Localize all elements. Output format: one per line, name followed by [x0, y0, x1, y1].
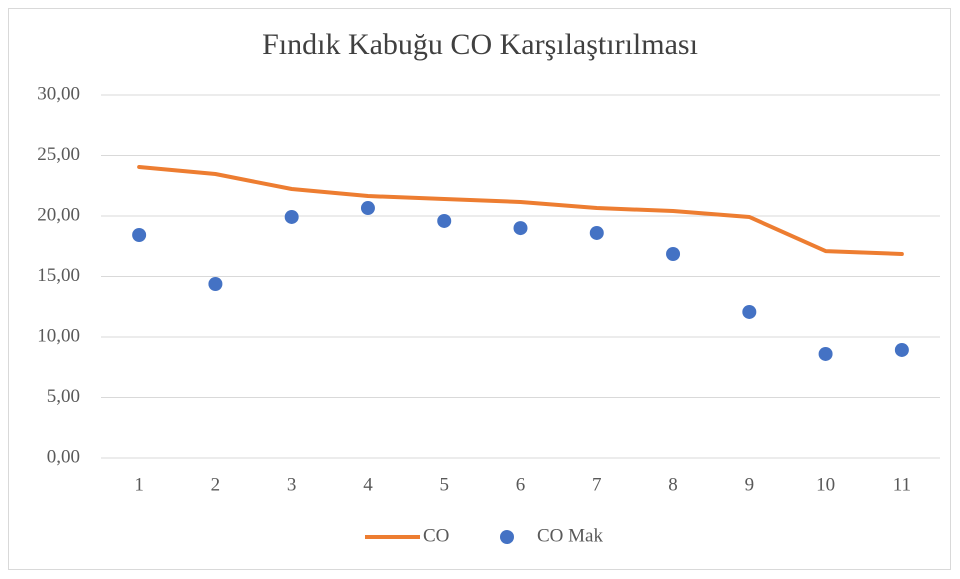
marker: [666, 246, 681, 261]
x-tick-label: 4: [363, 474, 373, 495]
marker: [360, 201, 375, 216]
legend-swatch: [500, 530, 514, 544]
y-tick-label: 30,00: [37, 83, 80, 104]
y-tick-label: 10,00: [37, 325, 80, 346]
x-tick-label: 9: [745, 474, 755, 495]
legend-label: CO Mak: [537, 525, 603, 546]
x-tick-label: 8: [668, 474, 678, 495]
x-tick-label: 1: [134, 474, 144, 495]
marker: [513, 221, 528, 236]
x-tick-label: 5: [439, 474, 449, 495]
x-tick-label: 6: [516, 474, 526, 495]
chart-title: Fındık Kabuğu CO Karşılaştırılması: [262, 28, 698, 61]
x-tick-label: 2: [211, 474, 221, 495]
x-tick-label: 7: [592, 474, 602, 495]
chart-border: [8, 8, 951, 570]
marker: [818, 346, 833, 361]
x-tick-label: 3: [287, 474, 297, 495]
y-tick-label: 15,00: [37, 265, 80, 286]
marker: [894, 342, 909, 357]
x-tick-label: 11: [893, 474, 911, 495]
y-tick-label: 25,00: [37, 144, 80, 165]
y-tick-label: 5,00: [47, 386, 80, 407]
marker: [742, 304, 757, 319]
marker: [208, 277, 223, 292]
y-tick-label: 0,00: [47, 446, 80, 467]
line: [137, 164, 904, 256]
marker: [437, 213, 452, 228]
legend-label: CO: [423, 525, 449, 546]
y-tick-label: 20,00: [37, 204, 80, 225]
marker: [284, 209, 299, 224]
x-tick-label: 10: [816, 474, 835, 495]
marker: [589, 225, 604, 240]
marker: [132, 227, 147, 242]
